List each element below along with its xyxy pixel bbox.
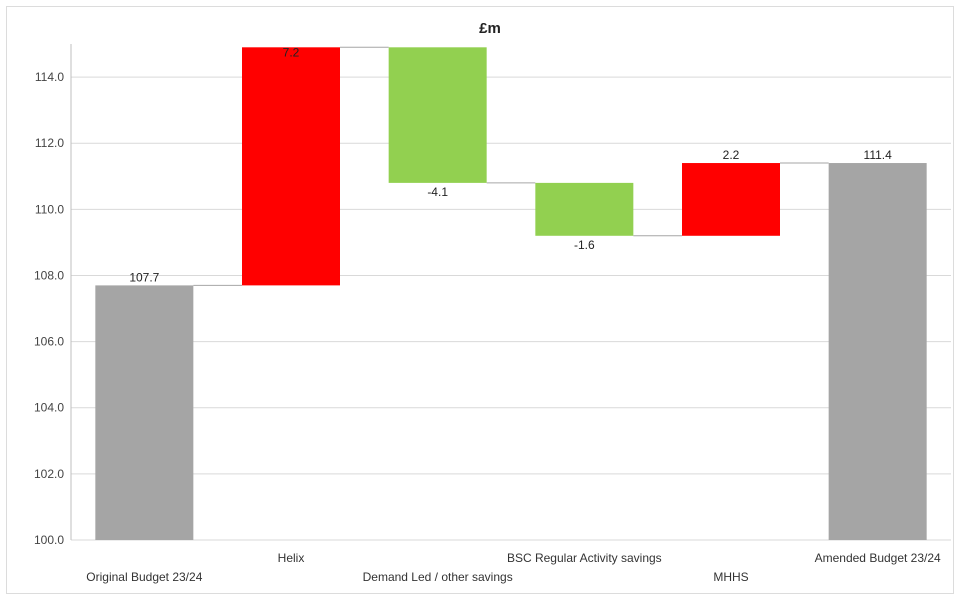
bar bbox=[682, 163, 780, 236]
y-tick-label: 110.0 bbox=[35, 202, 64, 216]
x-category-label: BSC Regular Activity savings bbox=[507, 551, 662, 565]
y-tick-label: 100.0 bbox=[34, 533, 64, 547]
y-tick-label: 102.0 bbox=[34, 467, 64, 481]
chart-frame: £m 100.0 102.0 104.0 106.0 108.0 110.0 112.0 11… bbox=[6, 6, 954, 594]
x-category-label: Helix bbox=[278, 551, 305, 565]
x-category-label: Amended Budget 23/24 bbox=[815, 551, 941, 565]
bar bbox=[828, 163, 927, 541]
x-category-label: MHHS bbox=[713, 570, 748, 584]
x-category-label: Demand Led / other savings bbox=[363, 570, 513, 584]
data-label: 107.7 bbox=[129, 270, 159, 284]
x-category-label: Original Budget 23/24 bbox=[86, 570, 202, 584]
y-tick-label: 114.0 bbox=[35, 70, 64, 84]
bars bbox=[95, 47, 927, 541]
chart-title: £m bbox=[479, 20, 501, 37]
data-label: 111.4 bbox=[864, 148, 893, 162]
y-tick-label: 108.0 bbox=[34, 268, 64, 282]
bar bbox=[95, 285, 194, 540]
connector-lines bbox=[193, 46, 829, 286]
bar bbox=[535, 182, 634, 236]
data-label: -1.6 bbox=[574, 238, 595, 252]
bar bbox=[242, 47, 340, 286]
data-label: 2.2 bbox=[723, 148, 740, 162]
y-tick-label: 106.0 bbox=[34, 335, 64, 349]
data-labels: 107.7 7.2 -4.1 -1.6 2.2 111.4 bbox=[129, 45, 892, 284]
data-label: 7.2 bbox=[283, 45, 300, 59]
gridlines bbox=[71, 76, 951, 541]
bar bbox=[388, 47, 487, 183]
y-tick-label: 112.0 bbox=[35, 136, 64, 150]
axes: 100.0 102.0 104.0 106.0 108.0 110.0 112.0 114.0… bbox=[34, 44, 941, 584]
data-label: -4.1 bbox=[427, 185, 448, 199]
y-tick-label: 104.0 bbox=[34, 401, 64, 415]
waterfall-chart: £m 100.0 102.0 104.0 106.0 108.0 110.0 112.0 11… bbox=[34, 20, 951, 584]
